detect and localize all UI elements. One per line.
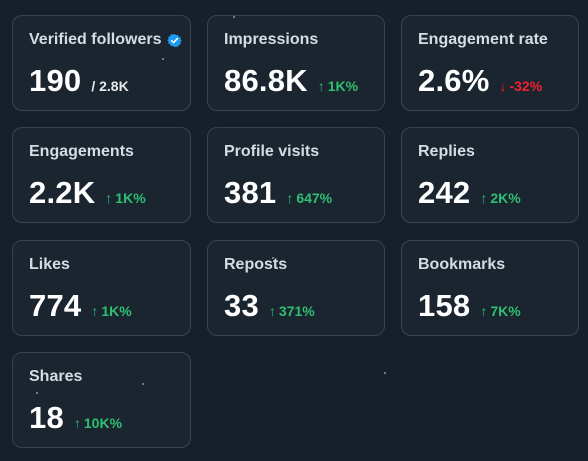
metric-value: 2.6% — [418, 63, 490, 98]
metric-label: Bookmarks — [418, 256, 506, 273]
metric-card-reposts[interactable]: Reposts 33 ↑ 371% — [207, 240, 385, 336]
arrow-up-icon: ↑ — [317, 78, 325, 94]
metric-card-bookmarks[interactable]: Bookmarks 158 ↑ 7K% — [401, 240, 579, 336]
dust-speck — [233, 16, 235, 18]
arrow-up-icon: ↑ — [286, 190, 294, 206]
metric-label: Profile visits — [224, 143, 320, 160]
metric-label: Shares — [29, 368, 83, 385]
dust-speck — [272, 257, 274, 259]
verified-icon — [167, 33, 183, 47]
dust-speck — [142, 383, 144, 385]
metric-card-engagement-rate[interactable]: Engagement rate 2.6% ↓ -32% — [401, 15, 579, 111]
metric-card-likes[interactable]: Likes 774 ↑ 1K% — [12, 240, 191, 336]
metric-value: 774 — [29, 288, 82, 323]
metric-change: ↑ 1K% — [317, 78, 359, 94]
metric-value: 242 — [418, 175, 471, 210]
metric-change: ↑ 7K% — [480, 303, 521, 319]
metric-card-verified-followers[interactable]: Verified followers 190 / 2.8K — [12, 15, 191, 111]
metric-value: 18 — [29, 400, 64, 435]
metric-change: ↑ 10K% — [73, 415, 123, 431]
metric-card-profile-visits[interactable]: Profile visits 381 ↑ 647% — [207, 127, 385, 223]
dust-speck — [36, 392, 38, 394]
metric-change: ↑ 647% — [286, 190, 333, 206]
arrow-up-icon: ↑ — [91, 303, 99, 319]
metric-change: ↓ -32% — [499, 78, 543, 94]
arrow-up-icon: ↑ — [105, 190, 113, 206]
metric-card-impressions[interactable]: Impressions 86.8K ↑ 1K% — [207, 15, 385, 111]
metric-total: / 2.8K — [91, 78, 129, 94]
metric-value: 33 — [224, 288, 259, 323]
metric-change: ↑ 2K% — [480, 190, 521, 206]
arrow-up-icon: ↑ — [73, 415, 81, 431]
metric-label: Impressions — [224, 31, 319, 48]
metric-value: 381 — [224, 175, 277, 210]
metric-label: Engagement rate — [418, 31, 548, 48]
metric-label: Replies — [418, 143, 475, 160]
arrow-down-icon: ↓ — [499, 78, 507, 94]
metric-change: ↑ 371% — [268, 303, 315, 319]
metric-label: Likes — [29, 256, 70, 273]
metric-card-replies[interactable]: Replies 242 ↑ 2K% — [401, 127, 579, 223]
dust-speck — [384, 372, 386, 374]
arrow-up-icon: ↑ — [480, 303, 488, 319]
metric-value: 158 — [418, 288, 471, 323]
arrow-up-icon: ↑ — [480, 190, 488, 206]
arrow-up-icon: ↑ — [268, 303, 276, 319]
metric-change: ↑ 1K% — [91, 303, 132, 319]
metric-value: 86.8K — [224, 63, 308, 98]
metric-label: Engagements — [29, 143, 134, 160]
metric-value: 2.2K — [29, 175, 96, 210]
metric-change: ↑ 1K% — [105, 190, 146, 206]
dust-speck — [162, 58, 164, 60]
metric-value: 190 — [29, 63, 82, 98]
metric-label: Reposts — [224, 256, 288, 273]
metric-label: Verified followers — [29, 31, 162, 48]
metric-card-engagements[interactable]: Engagements 2.2K ↑ 1K% — [12, 127, 191, 223]
metric-card-shares[interactable]: Shares 18 ↑ 10K% — [12, 352, 191, 448]
